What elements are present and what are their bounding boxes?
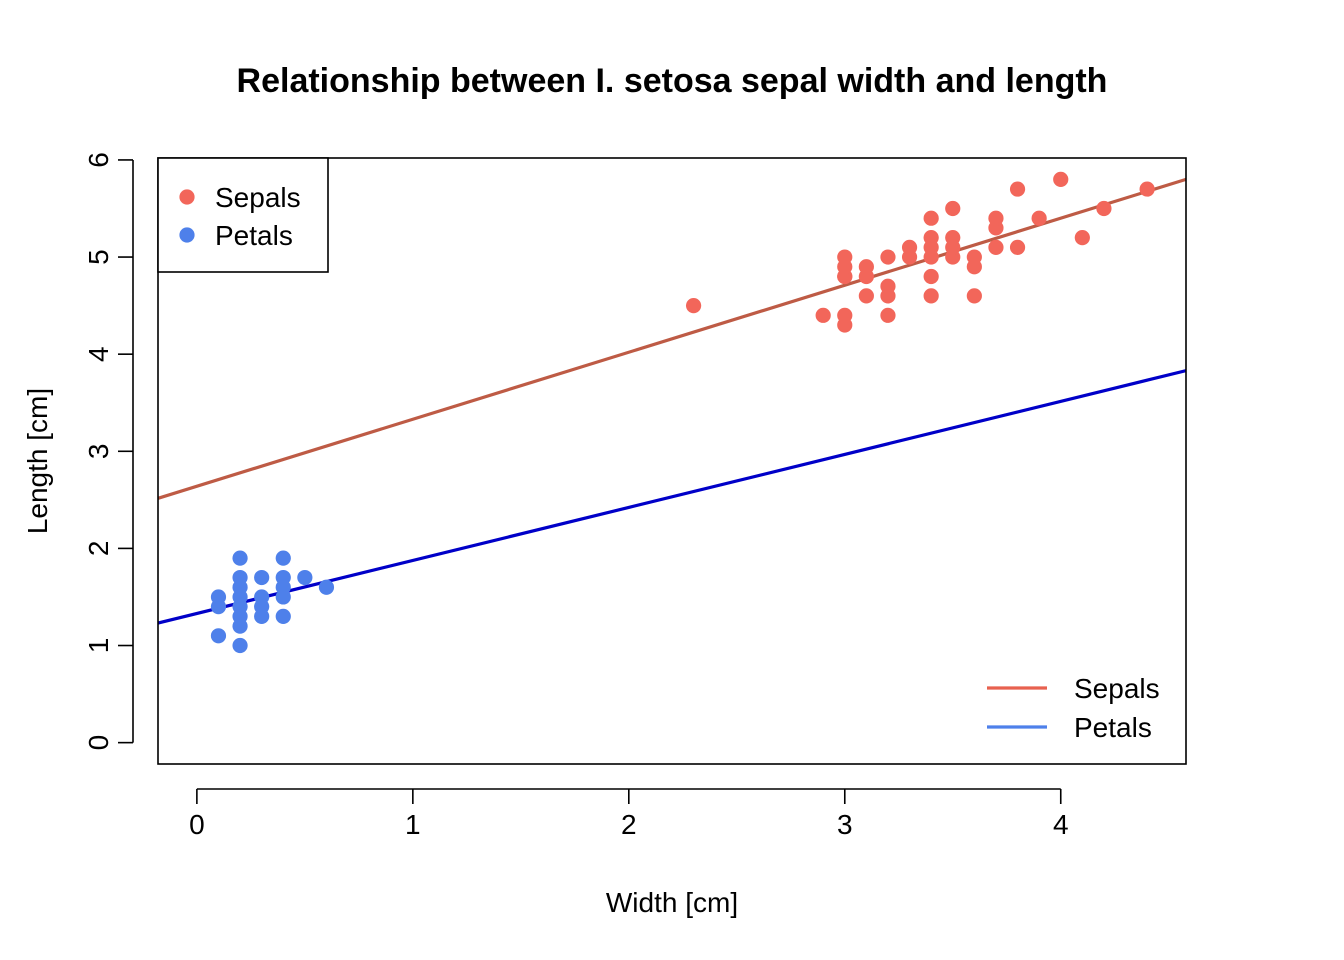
point-sepals [945,200,961,217]
y-axis-title: Length [cm] [22,388,53,534]
point-petals [210,628,227,644]
point-sepals [1031,210,1047,226]
y-tick-label: 0 [83,735,114,751]
point-sepals [1009,181,1026,197]
fit-line-petals [158,369,1186,625]
x-tick-label: 0 [189,809,205,840]
x-tick-label: 3 [837,809,853,840]
legend-point-label-petals: Petals [215,220,293,251]
axes: 0 1 2 3 4 0 1 2 3 4 5 6 [83,152,1187,840]
point-sepals [988,210,1004,226]
point-petals [297,569,313,586]
y-tick-label: 3 [83,443,114,459]
point-sepals [1074,230,1090,246]
y-tick-label: 4 [83,346,114,362]
fit-line-sepals [158,177,1186,500]
point-sepals [880,249,896,265]
y-tick-label: 6 [83,152,114,168]
point-sepals [966,288,982,304]
point-petals [275,569,291,586]
point-sepals [880,307,896,323]
point-sepals [858,259,874,275]
point-sepals [988,239,1004,255]
point-sepals [858,288,874,304]
point-petals [254,569,270,586]
legend-point-petals [179,227,195,243]
point-sepals [1053,171,1069,187]
point-petals [275,608,291,624]
y-tick-label: 5 [83,249,114,265]
point-sepals [901,239,918,255]
x-tick-label: 2 [621,809,637,840]
point-sepals [966,249,982,265]
point-sepals [945,230,961,246]
point-petals [232,637,248,654]
point-sepals [880,278,896,294]
point-sepals [837,249,853,265]
point-petals [210,589,227,605]
point-petals [254,589,270,605]
legend-point-label-sepals: Sepals [215,182,301,213]
point-sepals [923,210,939,226]
point-petals [232,569,248,586]
point-sepals [1139,181,1155,197]
point-sepals [1009,239,1026,255]
x-tick-label: 4 [1053,809,1069,840]
y-tick-label: 1 [83,638,114,654]
legend-line-label-petals: Petals [1074,712,1152,743]
point-sepals [837,307,853,323]
point-sepals [923,288,939,304]
point-sepals [1096,200,1112,217]
x-tick-label: 1 [405,809,421,840]
point-sepals [923,230,939,246]
point-sepals [923,268,939,285]
points-legend-box [157,157,329,273]
point-petals [318,579,335,595]
y-tick-label: 2 [83,541,114,557]
plot-area [158,171,1186,654]
legends: Sepals Petals Sepals Petals [157,157,1160,743]
point-sepals [815,307,831,323]
point-sepals [685,298,702,314]
plot-border [157,157,1187,765]
point-petals [232,550,248,566]
point-petals [275,550,291,566]
x-axis-title: Width [cm] [606,887,738,918]
legend-point-sepals [179,189,195,205]
legend-line-label-sepals: Sepals [1074,673,1160,704]
chart-title: Relationship between I. setosa sepal wid… [237,62,1108,100]
